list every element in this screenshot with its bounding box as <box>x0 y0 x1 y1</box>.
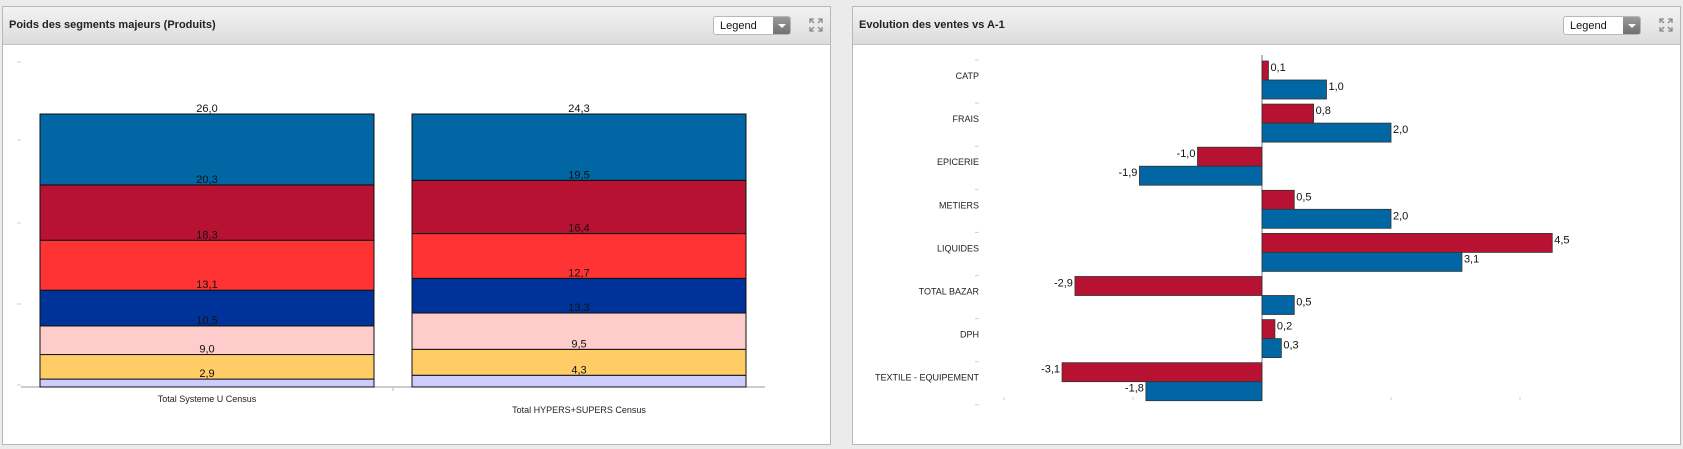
bar-segment <box>411 348 747 376</box>
data-label: 0,5 <box>1296 297 1311 309</box>
panel-title: Poids des segments majeurs (Produits) <box>9 19 216 31</box>
bar <box>1261 103 1314 124</box>
panel-header: Evolution des ventes vs A-1 Legend <box>853 7 1680 45</box>
category-label: METIERS <box>939 200 979 210</box>
category-label: TEXTILE - EQUIPEMENT <box>875 373 980 383</box>
legend-dropdown-label: Legend <box>720 20 757 32</box>
bar-segment <box>411 277 747 314</box>
data-label: 0,3 <box>1283 340 1298 352</box>
data-label: 0,1 <box>1270 62 1285 74</box>
bar <box>1074 276 1263 296</box>
panel-title: Evolution des ventes vs A-1 <box>859 19 1005 31</box>
category-label: DPH <box>960 330 979 340</box>
stacked-bar-chart: 26,0 20,3 18,3 13,1 10,5 9,0 2,9 Total Systeme … <box>17 61 765 415</box>
category-label: CATP <box>956 71 979 81</box>
bar <box>1139 165 1263 186</box>
bar <box>1261 122 1392 143</box>
data-label: 0,8 <box>1316 105 1331 117</box>
data-label: 1,0 <box>1329 81 1344 93</box>
bar-segment <box>411 233 747 279</box>
bar-segment <box>411 374 747 388</box>
bar-segment <box>39 289 375 327</box>
data-label: 2,9 <box>199 368 214 380</box>
expand-icon[interactable] <box>1658 17 1674 33</box>
data-label: 20,3 <box>196 174 217 186</box>
category-label: Total Systeme U Census <box>158 394 257 404</box>
data-label: -2,9 <box>1054 278 1073 290</box>
data-label: -3,1 <box>1041 364 1060 376</box>
bar <box>1197 146 1263 167</box>
data-label: 13,3 <box>568 302 589 314</box>
bar <box>1261 232 1553 253</box>
expand-icon[interactable] <box>808 17 824 33</box>
bar-segment <box>39 184 375 241</box>
data-label: 4,5 <box>1554 234 1569 246</box>
data-label: 19,5 <box>568 169 589 181</box>
bar-segment <box>39 113 375 186</box>
bar-segment <box>411 312 747 350</box>
data-label: -1,9 <box>1118 167 1137 179</box>
data-label: 0,5 <box>1296 191 1311 203</box>
data-label: 3,1 <box>1464 253 1479 265</box>
chevron-down-icon <box>773 17 790 34</box>
data-label: 0,2 <box>1277 321 1292 333</box>
bar <box>1261 295 1295 315</box>
bar <box>1261 79 1327 100</box>
data-label: 2,0 <box>1393 124 1408 136</box>
bar <box>1261 319 1276 340</box>
category-label: Total HYPERS+SUPERS Census <box>512 405 646 415</box>
bar <box>1261 338 1282 359</box>
segments-weight-panel: Poids des segments majeurs (Produits) Le… <box>2 6 831 445</box>
legend-dropdown[interactable]: Legend <box>713 16 791 35</box>
bar-segment <box>411 113 747 181</box>
data-label: 9,0 <box>199 344 214 356</box>
bar <box>1145 381 1263 402</box>
category-label: TOTAL BAZAR <box>919 287 980 297</box>
category-label: FRAIS <box>952 114 979 124</box>
data-label: 4,3 <box>571 364 586 376</box>
bar <box>1261 189 1295 210</box>
data-label: 12,7 <box>568 267 589 279</box>
bar <box>1261 208 1392 229</box>
data-label: 26,0 <box>196 103 217 115</box>
chevron-down-icon <box>1623 17 1640 34</box>
bar <box>1261 251 1463 272</box>
data-label: 9,5 <box>571 338 586 350</box>
bar-segment <box>39 325 375 356</box>
data-label: -1,8 <box>1125 383 1144 395</box>
data-label: 24,3 <box>568 103 589 115</box>
horizontal-bar-chart: CATP 0,1 1,0 FRAIS 0,8 2,0 EPICERIE -1,0 -1,9 MET… <box>875 55 1570 406</box>
legend-dropdown-label: Legend <box>1570 20 1607 32</box>
data-label: -1,0 <box>1177 148 1196 160</box>
data-label: 18,3 <box>196 229 217 241</box>
bar-segment <box>39 239 375 291</box>
bar <box>1261 60 1269 81</box>
category-label: LIQUIDES <box>937 243 979 253</box>
data-label: 16,4 <box>568 223 589 235</box>
data-label: 10,5 <box>196 315 217 327</box>
bar-segment <box>39 354 375 380</box>
panel-header: Poids des segments majeurs (Produits) Le… <box>3 7 830 45</box>
category-label: EPICERIE <box>937 157 979 167</box>
legend-dropdown[interactable]: Legend <box>1563 16 1641 35</box>
bar-segment <box>39 378 375 388</box>
data-label: 13,1 <box>196 279 217 291</box>
data-label: 2,0 <box>1393 210 1408 222</box>
bar-segment <box>411 179 747 235</box>
sales-evolution-panel: Evolution des ventes vs A-1 Legend CATP 0… <box>852 6 1681 445</box>
bar <box>1061 362 1263 383</box>
